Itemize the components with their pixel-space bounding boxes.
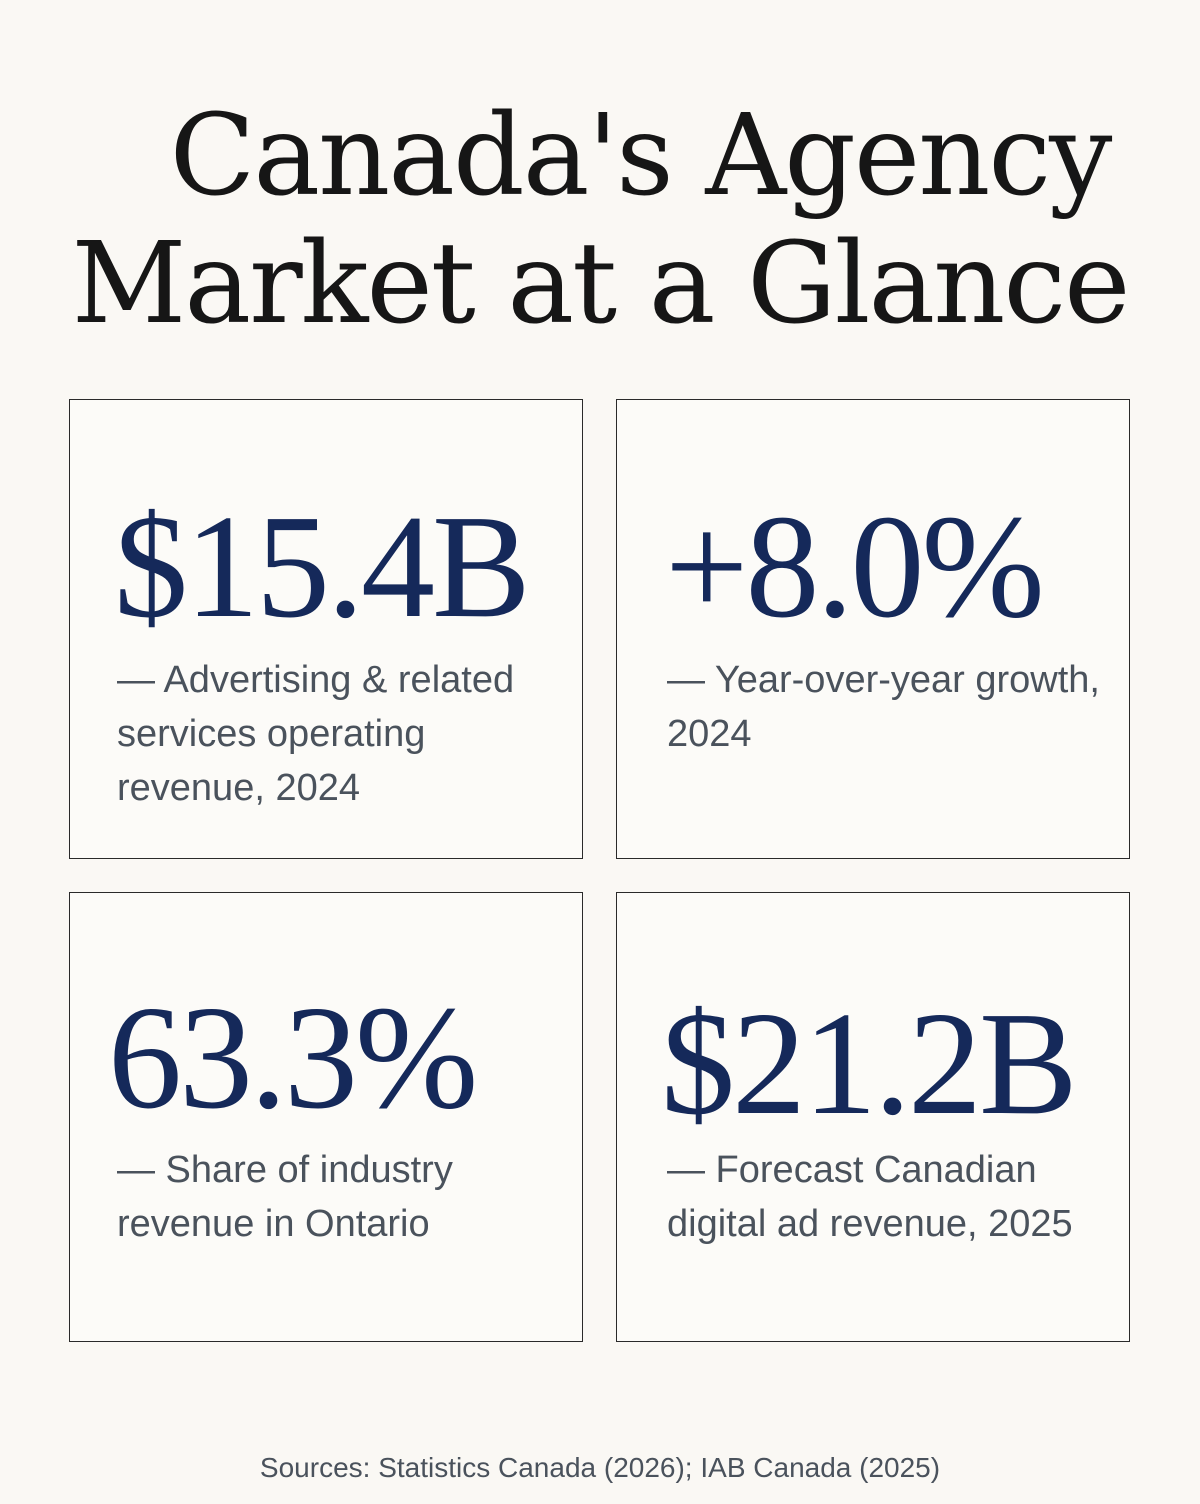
stat-value: +8.0%: [665, 485, 1045, 649]
stat-description: — Share of industry revenue in Ontario: [117, 1149, 453, 1245]
stat-description: — Year-over-year growth, 2024: [667, 659, 1100, 755]
stat-value: 63.3%: [108, 976, 478, 1140]
stat-card-revenue: $15.4B — Advertising & related services …: [69, 399, 583, 859]
stat-description: — Advertising & related services operati…: [117, 659, 515, 809]
page-title-line-2: Market at a Glance: [71, 219, 1131, 349]
stat-value: $15.4B: [114, 485, 531, 649]
stat-card-growth: +8.0% — Year-over-year growth, 2024: [616, 399, 1130, 859]
stat-value: $21.2B: [661, 982, 1078, 1146]
page-title-line-1: Canada's Agency: [169, 91, 1113, 221]
stat-card-digital-forecast: $21.2B — Forecast Canadian digital ad re…: [616, 892, 1130, 1342]
stat-description: — Forecast Canadian digital ad revenue, …: [667, 1149, 1073, 1245]
stat-card-ontario-share: 63.3% — Share of industry revenue in Ont…: [69, 892, 583, 1342]
sources-footnote: Sources: Statistics Canada (2026); IAB C…: [259, 1452, 941, 1483]
page-title: Canada's Agency Market at a Glance: [0, 92, 1200, 348]
